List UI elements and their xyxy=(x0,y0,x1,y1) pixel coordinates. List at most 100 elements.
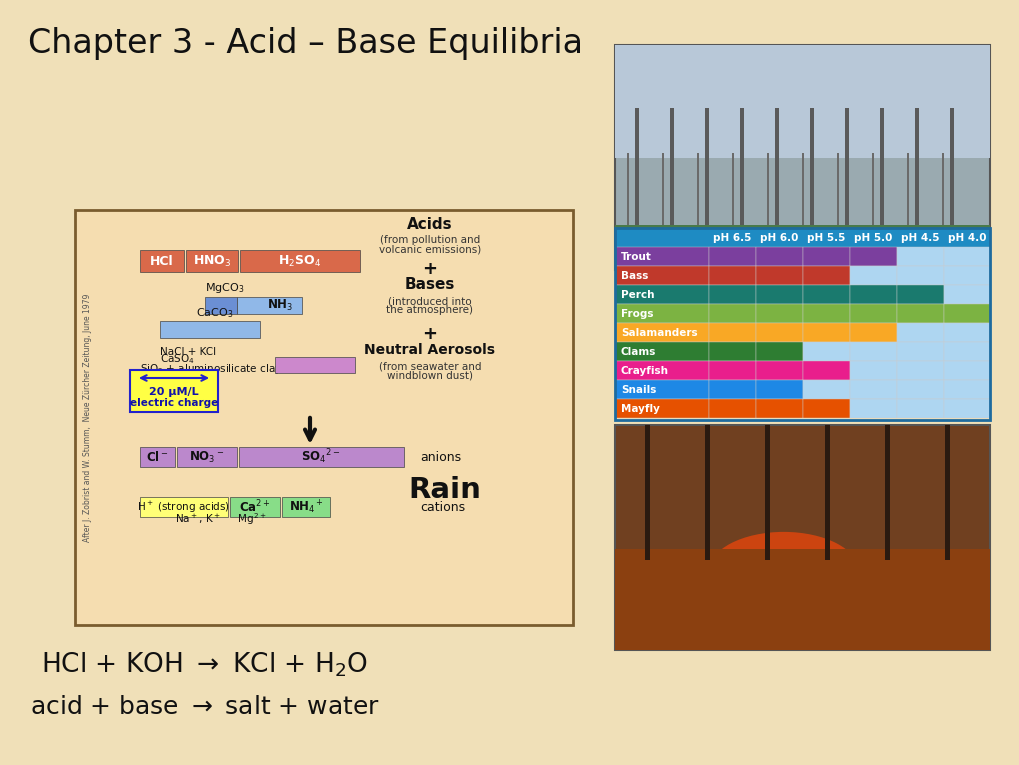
Bar xyxy=(942,152,943,265)
FancyBboxPatch shape xyxy=(943,342,990,361)
FancyBboxPatch shape xyxy=(708,361,755,380)
Text: CaSO$_4$: CaSO$_4$ xyxy=(160,352,195,366)
Text: pH 6.0: pH 6.0 xyxy=(759,233,798,243)
Bar xyxy=(949,108,953,265)
FancyBboxPatch shape xyxy=(943,304,990,323)
FancyBboxPatch shape xyxy=(129,370,218,412)
FancyBboxPatch shape xyxy=(177,447,236,467)
Bar xyxy=(739,108,743,265)
FancyBboxPatch shape xyxy=(943,266,990,285)
Text: 20 μM/L: 20 μM/L xyxy=(149,387,199,397)
FancyBboxPatch shape xyxy=(802,285,849,304)
FancyBboxPatch shape xyxy=(614,45,989,270)
Text: H$_2$SO$_4$: H$_2$SO$_4$ xyxy=(278,253,321,269)
Text: pH 4.5: pH 4.5 xyxy=(901,233,938,243)
Bar xyxy=(844,108,848,265)
Text: Perch: Perch xyxy=(621,289,654,300)
FancyBboxPatch shape xyxy=(802,247,849,266)
Bar xyxy=(704,425,709,560)
Text: (introduced into: (introduced into xyxy=(388,296,472,306)
FancyBboxPatch shape xyxy=(614,45,989,158)
Text: Snails: Snails xyxy=(621,385,656,395)
FancyBboxPatch shape xyxy=(849,380,896,399)
FancyBboxPatch shape xyxy=(755,399,802,418)
FancyBboxPatch shape xyxy=(802,304,849,323)
FancyBboxPatch shape xyxy=(614,342,708,361)
Text: pH 5.0: pH 5.0 xyxy=(854,233,892,243)
FancyBboxPatch shape xyxy=(849,285,896,304)
Text: Chapter 3 - Acid – Base Equilibria: Chapter 3 - Acid – Base Equilibria xyxy=(28,27,583,60)
Text: Neutral Aerosols: Neutral Aerosols xyxy=(364,343,495,357)
Text: Frogs: Frogs xyxy=(621,308,653,318)
Bar xyxy=(914,108,918,265)
Text: Acids: Acids xyxy=(407,217,452,232)
FancyBboxPatch shape xyxy=(236,297,302,314)
FancyBboxPatch shape xyxy=(755,342,802,361)
FancyBboxPatch shape xyxy=(614,380,708,399)
Text: windblown dust): windblown dust) xyxy=(386,370,473,380)
Text: HCl + KOH $\rightarrow$ KCl + H$_2$O: HCl + KOH $\rightarrow$ KCl + H$_2$O xyxy=(42,651,368,679)
FancyBboxPatch shape xyxy=(708,342,755,361)
Bar xyxy=(906,152,908,265)
FancyBboxPatch shape xyxy=(802,323,849,342)
FancyBboxPatch shape xyxy=(849,342,896,361)
FancyBboxPatch shape xyxy=(896,342,943,361)
Text: (from seawater and: (from seawater and xyxy=(378,361,481,371)
Text: H$^+$ (strong acids): H$^+$ (strong acids) xyxy=(138,500,230,515)
FancyBboxPatch shape xyxy=(849,266,896,285)
Text: HNO$_3$: HNO$_3$ xyxy=(193,253,231,269)
FancyBboxPatch shape xyxy=(614,549,989,650)
FancyBboxPatch shape xyxy=(802,266,849,285)
Text: cations: cations xyxy=(420,500,465,513)
Bar xyxy=(837,152,839,265)
Bar xyxy=(884,425,890,560)
FancyBboxPatch shape xyxy=(281,497,330,517)
FancyBboxPatch shape xyxy=(849,361,896,380)
FancyBboxPatch shape xyxy=(140,497,228,517)
FancyBboxPatch shape xyxy=(755,285,802,304)
FancyBboxPatch shape xyxy=(614,225,989,270)
FancyBboxPatch shape xyxy=(140,447,175,467)
Bar xyxy=(944,425,949,560)
FancyBboxPatch shape xyxy=(849,247,896,266)
Text: (from pollution and: (from pollution and xyxy=(379,235,480,245)
FancyBboxPatch shape xyxy=(614,399,708,418)
FancyBboxPatch shape xyxy=(755,323,802,342)
FancyBboxPatch shape xyxy=(205,297,236,314)
Bar xyxy=(809,108,813,265)
FancyBboxPatch shape xyxy=(896,285,943,304)
FancyBboxPatch shape xyxy=(614,304,708,323)
Text: Ca$^{2+}$: Ca$^{2+}$ xyxy=(239,499,270,516)
FancyBboxPatch shape xyxy=(755,247,802,266)
Text: After J. Zobrist and W. Stumm,  Neue Zürcher Zeitung, June 1979: After J. Zobrist and W. Stumm, Neue Zürc… xyxy=(84,293,93,542)
Bar xyxy=(801,152,803,265)
Text: Clams: Clams xyxy=(621,347,656,356)
FancyBboxPatch shape xyxy=(614,425,989,650)
Text: the atmosphere): the atmosphere) xyxy=(386,305,473,315)
FancyBboxPatch shape xyxy=(185,250,237,272)
FancyBboxPatch shape xyxy=(708,247,755,266)
FancyBboxPatch shape xyxy=(849,399,896,418)
FancyBboxPatch shape xyxy=(802,399,849,418)
Bar xyxy=(635,108,638,265)
FancyBboxPatch shape xyxy=(614,228,989,247)
FancyBboxPatch shape xyxy=(160,321,260,338)
Text: MgCO$_3$: MgCO$_3$ xyxy=(205,281,245,295)
Bar xyxy=(824,425,829,560)
FancyBboxPatch shape xyxy=(896,304,943,323)
FancyBboxPatch shape xyxy=(614,323,708,342)
Text: SiO$_2$ + aluminosilicate clays: SiO$_2$ + aluminosilicate clays xyxy=(140,362,287,376)
Text: pH 5.5: pH 5.5 xyxy=(806,233,845,243)
FancyBboxPatch shape xyxy=(755,304,802,323)
Text: acid + base $\rightarrow$ salt + water: acid + base $\rightarrow$ salt + water xyxy=(30,695,380,719)
Bar xyxy=(774,108,779,265)
Text: Bases: Bases xyxy=(405,277,454,292)
FancyBboxPatch shape xyxy=(943,380,990,399)
FancyBboxPatch shape xyxy=(140,250,183,272)
Text: volcanic emissions): volcanic emissions) xyxy=(378,244,481,254)
FancyBboxPatch shape xyxy=(614,361,708,380)
FancyBboxPatch shape xyxy=(802,361,849,380)
Text: Cl$^-$: Cl$^-$ xyxy=(146,450,168,464)
Text: CaCO$_3$: CaCO$_3$ xyxy=(196,306,233,320)
FancyBboxPatch shape xyxy=(943,399,990,418)
